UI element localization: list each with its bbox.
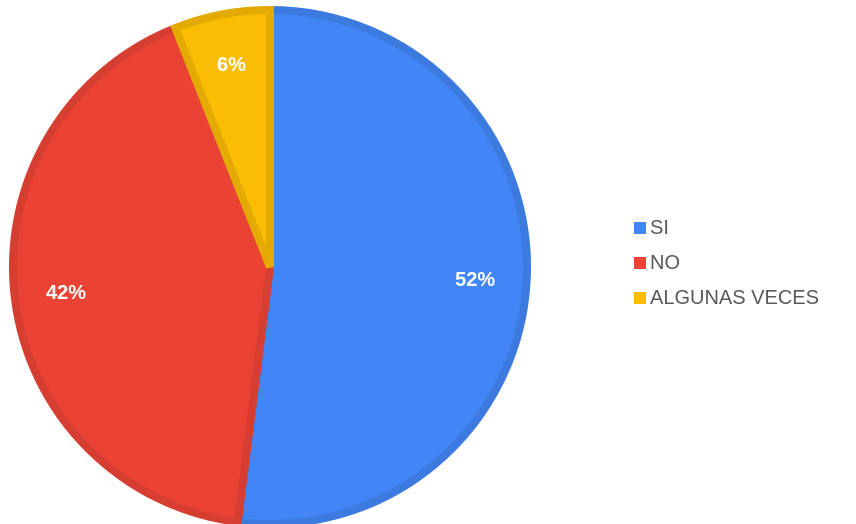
chart-legend: SI NO ALGUNAS VECES <box>634 214 819 312</box>
data-label-no: 42% <box>46 282 86 304</box>
pie-slice-algunas-veces <box>170 5 274 269</box>
legend-swatch-si <box>634 222 646 234</box>
data-label-algunas-veces: 6% <box>217 54 246 76</box>
legend-swatch-algunas-veces <box>634 292 646 304</box>
pie-slice-no <box>9 22 275 524</box>
legend-item-no: NO <box>634 249 819 277</box>
legend-label-si: SI <box>650 216 669 239</box>
legend-label-no: NO <box>650 251 680 274</box>
legend-item-algunas-veces: ALGUNAS VECES <box>634 284 819 312</box>
pie-slice-si <box>233 5 531 524</box>
legend-label-algunas-veces: ALGUNAS VECES <box>650 286 819 309</box>
legend-swatch-no <box>634 257 646 269</box>
data-label-si: 52% <box>455 269 495 291</box>
legend-item-si: SI <box>634 214 819 242</box>
